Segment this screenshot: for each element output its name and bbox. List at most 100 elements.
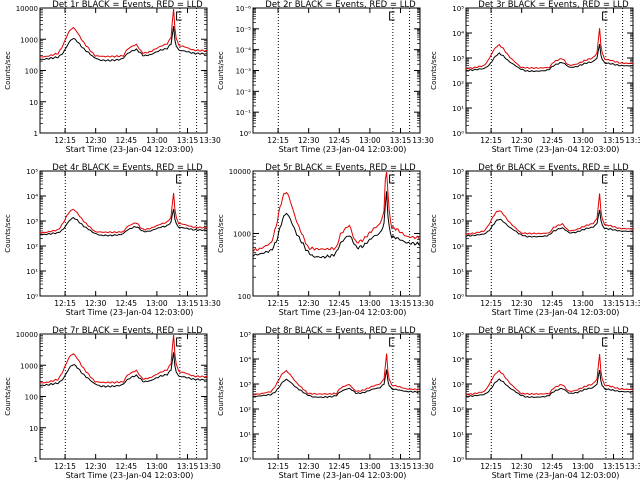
y-tick-label: 10⁰ [26, 293, 38, 301]
x-tick-label: 12:45 [115, 462, 137, 471]
y-tick-label: 10⁴ [452, 356, 464, 364]
plot-panel-7: Det 7r BLACK = Events, RED = LLD 1 10 100 10… [4, 326, 221, 480]
events-curve [252, 369, 421, 399]
x-tick-label: 13:00 [359, 299, 381, 308]
plot-panel-4: Det 4r BLACK = Events, RED = LLD 10⁰ 10¹ 10… [4, 163, 221, 317]
y-tick-label: 10000 [16, 331, 38, 339]
x-axis-label: Start Time (23-Jan-04 12:03:00) [66, 145, 194, 154]
x-tick-label: 13:15 [390, 136, 412, 145]
x-tick-label: 13:30 [412, 299, 434, 308]
x-tick-label: 12:45 [541, 136, 563, 145]
x-tick-label: 13:15 [177, 462, 199, 471]
plot-title: Det 8r BLACK = Events, RED = LLD [265, 326, 416, 336]
plot-frame [465, 333, 634, 460]
y-tick-label: 10¹ [452, 105, 464, 113]
y-tick-label: 10⁻² [236, 88, 252, 96]
y-tick-label: 10⁵ [452, 331, 464, 339]
plot-title: Det 9r BLACK = Events, RED = LLD [478, 326, 629, 336]
lld-curve [39, 192, 208, 234]
y-tick-label: 10² [452, 243, 464, 251]
x-tick-label: 13:15 [603, 462, 625, 471]
x-tick-label: 13:30 [625, 462, 640, 471]
x-tick-label: 13:15 [390, 462, 412, 471]
events-curve [465, 209, 634, 238]
plot-frame [465, 170, 634, 297]
y-tick-label: 10⁵ [452, 168, 464, 176]
y-tick-label: 10¹ [26, 268, 38, 276]
x-axis-label: Start Time (23-Jan-04 12:03:00) [492, 145, 620, 154]
plot-frame [39, 170, 208, 297]
y-tick-label: 10⁰ [452, 130, 464, 138]
x-tick-label: 13:00 [572, 299, 594, 308]
y-tick-label: 10⁻¹ [236, 109, 252, 117]
x-tick-label: 12:30 [85, 299, 107, 308]
lld-curve [252, 353, 421, 396]
y-tick-label: 1000 [233, 231, 251, 239]
interval-marker [602, 11, 608, 21]
interval-marker [602, 337, 608, 347]
x-tick-label: 13:15 [177, 299, 199, 308]
y-tick-label: 10⁵ [26, 168, 38, 176]
events-curve [465, 369, 634, 399]
y-tick-label: 1 [34, 130, 38, 138]
y-axis-label: Counts/sec [4, 51, 12, 90]
plot-title: Det 3r BLACK = Events, RED = LLD [478, 0, 629, 10]
x-tick-label: 12:15 [267, 462, 289, 471]
x-tick-label: 13:00 [572, 462, 594, 471]
x-axis-label: Start Time (23-Jan-04 12:03:00) [492, 471, 620, 480]
plot-title: Det 2r BLACK = Events, RED = LLD [265, 0, 416, 10]
x-tick-label: 12:30 [85, 136, 107, 145]
interval-marker [389, 11, 395, 21]
y-axis-label: Counts/sec [217, 51, 225, 90]
x-tick-label: 13:00 [359, 462, 381, 471]
x-axis-label: Start Time (23-Jan-04 12:03:00) [66, 308, 194, 317]
plot-panel-5: Det 5r BLACK = Events, RED = LLD 100 1000 1… [217, 163, 434, 317]
events-curve [252, 191, 421, 259]
y-axis-label: Counts/sec [430, 51, 438, 90]
x-tick-label: 13:30 [199, 136, 221, 145]
y-tick-label: 10⁴ [239, 356, 251, 364]
lld-curve [252, 171, 421, 253]
x-tick-label: 13:15 [390, 299, 412, 308]
x-tick-label: 13:00 [146, 136, 168, 145]
x-axis-label: Start Time (23-Jan-04 12:03:00) [492, 308, 620, 317]
plot-title: Det 4r BLACK = Events, RED = LLD [52, 163, 203, 173]
y-tick-label: 1 [34, 456, 38, 464]
y-tick-label: 10³ [452, 218, 464, 226]
y-axis-label: Counts/sec [4, 214, 12, 253]
plot-panel-9: Det 9r BLACK = Events, RED = LLD 10⁰ 10¹ 10… [430, 326, 640, 480]
x-tick-label: 13:00 [146, 462, 168, 471]
x-tick-label: 13:30 [412, 136, 434, 145]
y-tick-label: 1000 [20, 36, 38, 44]
y-tick-label: 100 [238, 293, 251, 301]
x-axis-label: Start Time (23-Jan-04 12:03:00) [279, 308, 407, 317]
interval-marker [176, 11, 182, 21]
x-tick-label: 13:15 [603, 136, 625, 145]
x-tick-label: 12:45 [328, 462, 350, 471]
y-tick-label: 10² [452, 80, 464, 88]
x-tick-label: 12:15 [267, 299, 289, 308]
y-tick-label: 100 [25, 394, 38, 402]
x-tick-label: 12:15 [480, 462, 502, 471]
plot-title: Det 5r BLACK = Events, RED = LLD [265, 163, 416, 173]
x-tick-label: 12:30 [298, 299, 320, 308]
y-tick-label: 10² [452, 406, 464, 414]
y-tick-label: 10⁰ [239, 456, 251, 464]
interval-marker [389, 337, 395, 347]
x-tick-label: 13:30 [625, 299, 640, 308]
plot-panel-3: Det 3r BLACK = Events, RED = LLD 10⁰ 10¹ 10… [430, 0, 640, 154]
lld-curve [465, 353, 633, 396]
x-tick-label: 13:00 [359, 136, 381, 145]
events-curve [39, 208, 208, 237]
plot-title: Det 1r BLACK = Events, RED = LLD [52, 0, 203, 10]
x-tick-label: 12:15 [54, 462, 76, 471]
y-tick-label: 10⁵ [452, 5, 464, 13]
x-tick-label: 12:45 [328, 299, 350, 308]
plot-panel-2: Det 2r BLACK = Events, RED = LLD 10⁰ 10⁻¹ 1… [217, 0, 434, 154]
lld-curve [39, 8, 208, 58]
x-tick-label: 12:45 [541, 299, 563, 308]
x-tick-label: 13:30 [199, 299, 221, 308]
events-curve [39, 352, 208, 388]
